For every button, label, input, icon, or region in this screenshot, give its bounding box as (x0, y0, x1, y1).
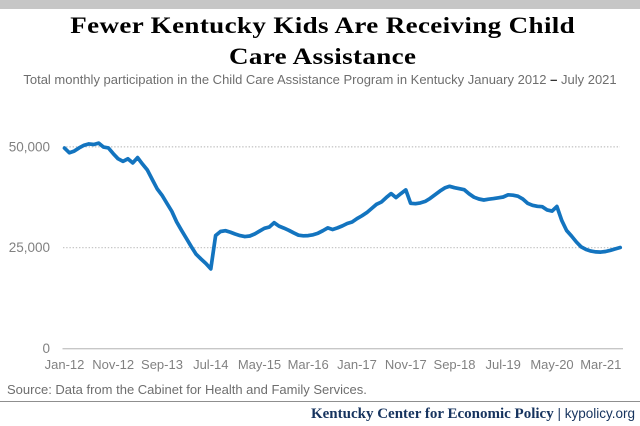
svg-text:Jan-12: Jan-12 (45, 357, 85, 372)
svg-text:Mar-21: Mar-21 (580, 357, 621, 372)
svg-text:Sep-18: Sep-18 (434, 357, 476, 372)
svg-text:Sep-13: Sep-13 (141, 357, 183, 372)
svg-text:Jul-19: Jul-19 (485, 357, 520, 372)
svg-text:Mar-16: Mar-16 (288, 357, 329, 372)
svg-text:50,000: 50,000 (9, 139, 50, 154)
svg-text:25,000: 25,000 (9, 240, 50, 255)
svg-text:May-20: May-20 (530, 357, 573, 372)
svg-text:Jul-14: Jul-14 (193, 357, 228, 372)
svg-text:Jan-17: Jan-17 (337, 357, 377, 372)
svg-text:Nov-17: Nov-17 (385, 357, 427, 372)
svg-text:0: 0 (42, 341, 50, 356)
svg-text:May-15: May-15 (238, 357, 281, 372)
svg-text:Nov-12: Nov-12 (92, 357, 134, 372)
